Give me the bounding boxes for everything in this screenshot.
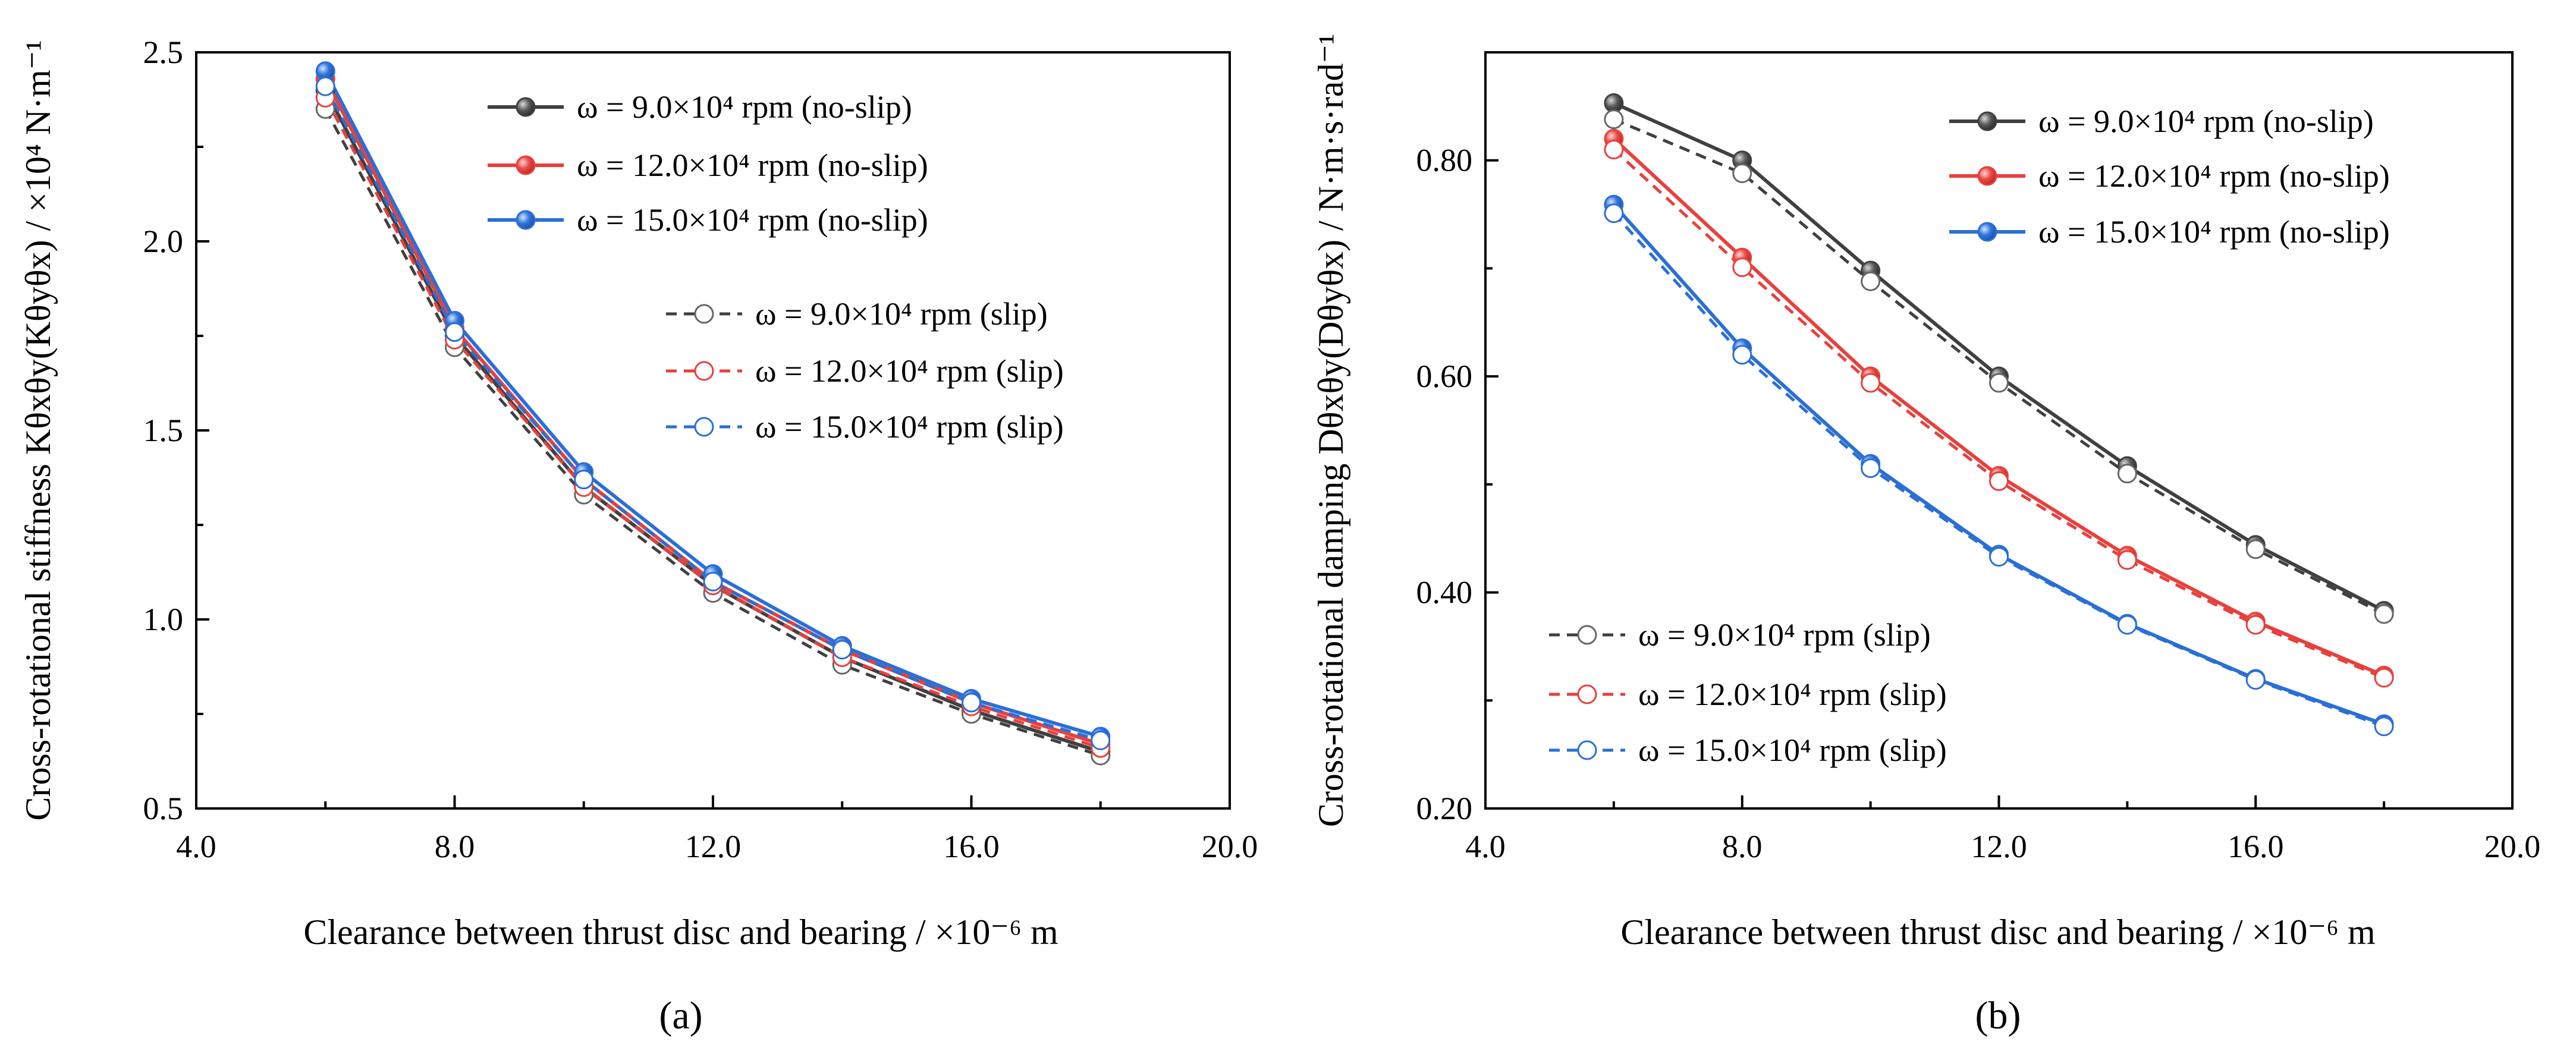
legend-swatch-marker: [694, 304, 714, 324]
data-point: [1732, 257, 1752, 278]
data-point: [1732, 345, 1752, 365]
y-tick-label: 2.5: [143, 34, 184, 70]
x-axis-label-a: Clearance between thrust disc and bearin…: [303, 912, 1058, 952]
x-tick-label: 16.0: [943, 829, 1000, 864]
x-tick-label: 16.0: [2228, 829, 2284, 864]
legend-entry: ω = 15.0×10⁴ rpm (slip): [1638, 732, 1947, 768]
data-point: [2117, 550, 2137, 570]
data-point: [1861, 373, 1881, 393]
ticks-a: 4.0 8.0 12.0 16.0 20.0 0.5 1.0 1.5 2.0 2.5: [143, 34, 1258, 864]
data-point: [2117, 464, 2137, 484]
x-tick-label: 12.0: [1971, 829, 2027, 864]
plot-marks-a: [315, 61, 1111, 766]
x-tick-label: 4.0: [176, 829, 216, 864]
data-point: [574, 470, 594, 490]
data-point: [2117, 615, 2137, 635]
data-point: [1091, 731, 1111, 751]
data-point: [2374, 716, 2394, 737]
data-point: [2245, 615, 2266, 635]
legend-entry: ω = 9.0×10⁴ rpm (no-slip): [2038, 103, 2374, 139]
data-point: [1861, 458, 1881, 479]
x-axis-label-b: Clearance between thrust disc and bearin…: [1620, 912, 2375, 952]
y-tick-label: 0.80: [1416, 143, 1473, 178]
y-tick-label: 0.5: [143, 791, 184, 826]
legend-swatch-marker: [516, 210, 536, 230]
legend-swatch-marker: [1577, 684, 1597, 704]
data-point: [1861, 271, 1881, 291]
data-point: [962, 693, 981, 713]
data-point: [1989, 373, 2009, 393]
data-point: [2245, 670, 2266, 690]
panel-label-a: (a): [659, 994, 702, 1037]
data-point: [1604, 203, 1624, 224]
legend-swatch-marker: [1577, 625, 1597, 645]
x-tick-label: 8.0: [435, 829, 475, 864]
legend-swatch-marker: [1577, 740, 1597, 760]
legend-swatch-marker: [694, 417, 714, 437]
data-point: [2374, 668, 2394, 688]
y-tick-label: 1.5: [143, 413, 184, 448]
plot-marks-b: [1604, 93, 2394, 737]
ticks-b: 4.0 8.0 12.0 16.0 20.0 0.20 0.40 0.60 0.80: [1416, 51, 2541, 864]
x-tick-label: 20.0: [2484, 829, 2541, 864]
legend-swatch-marker: [1977, 222, 1997, 242]
legend-entry: ω = 12.0×10⁴ rpm (slip): [1638, 676, 1947, 712]
legend-entry: ω = 12.0×10⁴ rpm (slip): [755, 353, 1064, 389]
x-tick-label: 8.0: [1722, 829, 1763, 864]
legend-entry: ω = 12.0×10⁴ rpm (no-slip): [577, 147, 928, 183]
data-point: [1604, 93, 1624, 113]
data-point: [2374, 604, 2394, 624]
y-tick-label: 0.60: [1416, 358, 1473, 394]
x-tick-label: 20.0: [1202, 829, 1258, 864]
y-tick-label: 0.20: [1416, 791, 1473, 826]
data-point: [1604, 140, 1624, 160]
x-tick-label: 12.0: [685, 829, 742, 864]
legend-swatch-marker: [516, 97, 536, 117]
data-point: [1989, 547, 2009, 567]
legend-entry: ω = 9.0×10⁴ rpm (no-slip): [577, 89, 912, 125]
y-tick-label: 0.40: [1416, 575, 1473, 611]
x-tick-label: 4.0: [1465, 829, 1506, 864]
legend-entry: ω = 15.0×10⁴ rpm (slip): [755, 409, 1064, 445]
data-point: [315, 76, 335, 96]
legend-swatch-marker: [1977, 166, 1997, 186]
legend-swatch-marker: [516, 155, 536, 175]
legend-swatch-marker: [1977, 111, 1997, 131]
data-point: [2245, 539, 2266, 559]
y-tick-label: 2.0: [143, 224, 184, 259]
data-point: [445, 322, 464, 342]
data-point: [1732, 163, 1752, 184]
legend-entry: ω = 15.0×10⁴ rpm (no-slip): [577, 202, 928, 238]
panel-a: 4.0 8.0 12.0 16.0 20.0 0.5 1.0 1.5 2.0 2.5 Cleara…: [18, 34, 1258, 1037]
legend-entry: ω = 9.0×10⁴ rpm (slip): [755, 296, 1048, 332]
data-point: [703, 571, 723, 591]
legend-a: ω = 9.0×10⁴ rpm (no-slip) ω = 12.0×10⁴ rp…: [488, 89, 1064, 445]
y-tick-label: 1.0: [143, 602, 184, 637]
legend-entry: ω = 15.0×10⁴ rpm (no-slip): [2038, 214, 2390, 250]
legend-b: ω = 9.0×10⁴ rpm (no-slip) ω = 12.0×10⁴ rp…: [1549, 103, 2390, 768]
legend-entry: ω = 12.0×10⁴ rpm (no-slip): [2038, 158, 2390, 194]
y-axis-label-b: Cross-rotational damping Dθxθy(Dθyθx) / …: [1311, 34, 1350, 827]
data-point: [1604, 109, 1624, 130]
y-axis-label-a: Cross-rotational stiffness Kθxθy(Kθyθx) …: [18, 40, 58, 820]
data-point: [1989, 471, 2009, 491]
legend-entry: ω = 9.0×10⁴ rpm (slip): [1638, 617, 1931, 653]
data-point: [832, 640, 852, 660]
legend-swatch-marker: [694, 361, 714, 381]
panel-label-b: (b): [1975, 994, 2021, 1037]
panel-b: 4.0 8.0 12.0 16.0 20.0 0.20 0.40 0.60 0.80 Clear…: [1311, 34, 2540, 1037]
